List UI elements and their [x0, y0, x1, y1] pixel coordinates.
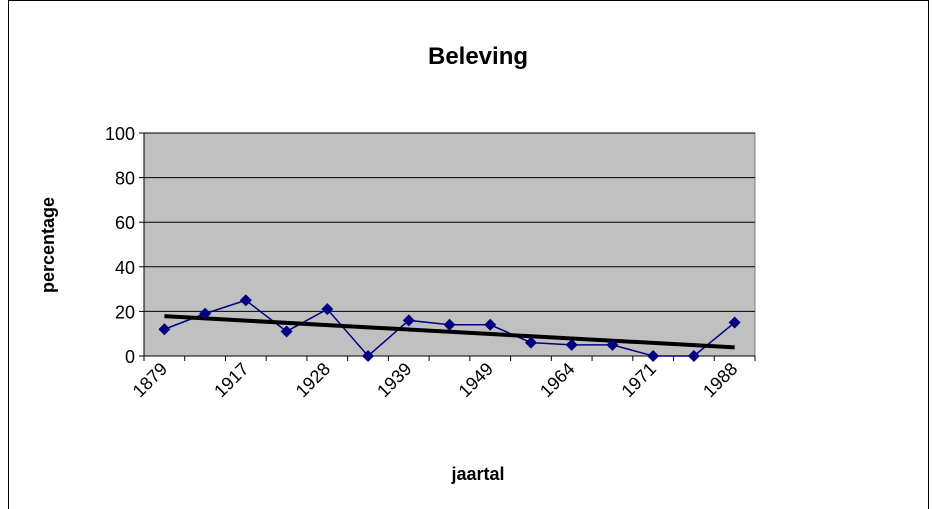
marker — [402, 314, 415, 327]
marker — [199, 307, 212, 320]
marker — [158, 323, 171, 336]
marker — [239, 294, 252, 307]
chart-title: Beleving — [428, 43, 528, 70]
marker — [321, 303, 334, 316]
y-axis-label: percentage — [38, 197, 58, 293]
marker — [647, 350, 660, 362]
marker — [606, 338, 619, 351]
y-tick-label: 100 — [105, 124, 135, 144]
y-tick-label: 80 — [115, 169, 135, 189]
marker — [280, 325, 293, 338]
y-tick-label: 60 — [115, 213, 135, 233]
marker — [728, 316, 741, 329]
y-tick-label: 20 — [115, 302, 135, 322]
marker — [362, 350, 375, 362]
marker — [524, 336, 537, 349]
trendline — [164, 314, 735, 350]
x-axis-label: jaartal — [450, 464, 504, 484]
y-tick-label: 0 — [125, 347, 135, 367]
marker — [565, 338, 578, 351]
marker — [443, 318, 456, 331]
marker — [484, 318, 497, 331]
marker — [687, 350, 700, 362]
y-tick-label: 40 — [115, 258, 135, 278]
